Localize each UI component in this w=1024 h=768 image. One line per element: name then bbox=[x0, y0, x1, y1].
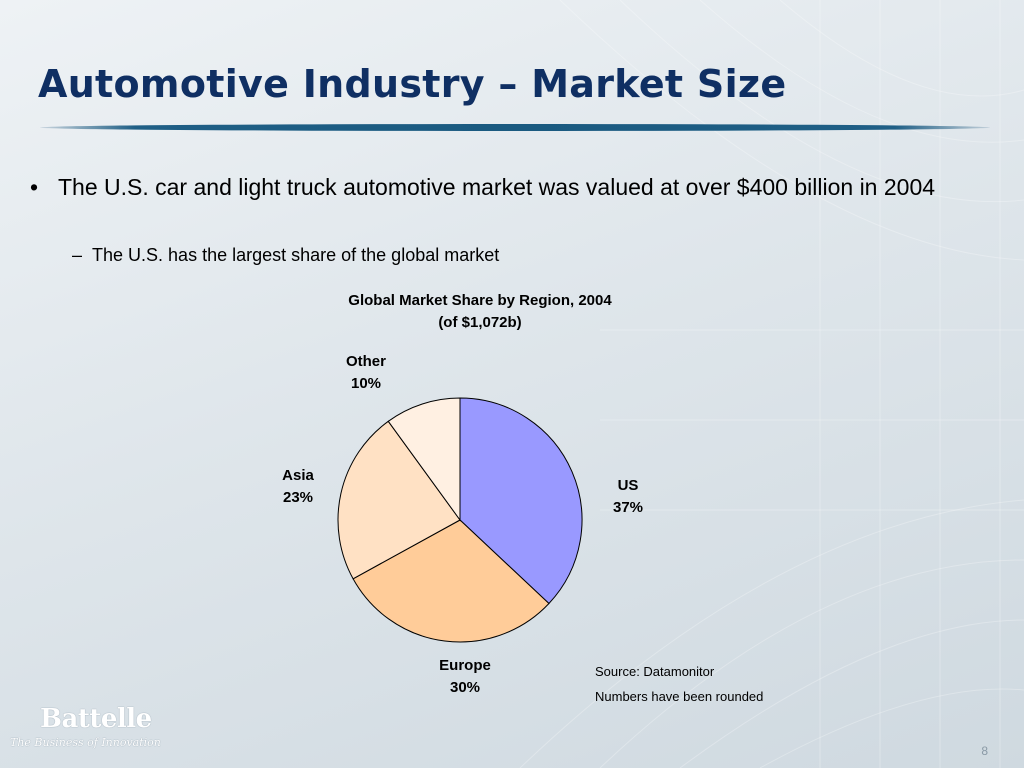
sub-bullet-text-1: The U.S. has the largest share of the gl… bbox=[92, 245, 500, 265]
sub-bullet-marker: – bbox=[72, 245, 83, 265]
slice-value-europe: 30% bbox=[450, 679, 480, 696]
bullet-point-1: • The U.S. car and light truck automotiv… bbox=[30, 172, 990, 202]
slice-label-other: Other bbox=[346, 353, 386, 370]
bullet-marker: • bbox=[30, 174, 39, 200]
bullet-text-1: The U.S. car and light truck automotive … bbox=[58, 174, 936, 200]
pie-slice-asia bbox=[337, 420, 461, 580]
slice-value-other: 10% bbox=[351, 375, 381, 392]
logo-tagline: The Business of Innovation bbox=[10, 736, 161, 749]
pie-slice-europe bbox=[352, 519, 550, 643]
rounding-note: Numbers have been rounded bbox=[595, 689, 764, 704]
pie-slice-us bbox=[459, 397, 583, 605]
page-number: 8 bbox=[981, 744, 988, 758]
slice-value-us: 37% bbox=[613, 499, 643, 516]
slice-value-asia: 23% bbox=[283, 489, 313, 506]
chart-title-block: Global Market Share by Region, 2004 (of … bbox=[280, 290, 680, 334]
slide-title: Automotive Industry – Market Size bbox=[38, 62, 787, 106]
battelle-logo: Battelle The Business of Innovation bbox=[10, 702, 170, 752]
chart-title: Global Market Share by Region, 2004 bbox=[348, 292, 612, 309]
title-underline bbox=[40, 124, 990, 131]
slice-label-europe: Europe bbox=[439, 657, 491, 674]
sub-bullet-point-1: – The U.S. has the largest share of the g… bbox=[72, 243, 499, 267]
slice-label-us: US bbox=[618, 477, 639, 494]
slice-label-asia: Asia bbox=[282, 467, 314, 484]
pie-slice-other bbox=[387, 397, 461, 522]
pie-chart: US 37% Europe 30% Asia 23% Other 10% bbox=[282, 353, 643, 696]
chart-subtitle: (of $1,072b) bbox=[438, 314, 522, 331]
source-note: Source: Datamonitor bbox=[595, 664, 715, 679]
logo-wordmark: Battelle bbox=[40, 704, 152, 734]
